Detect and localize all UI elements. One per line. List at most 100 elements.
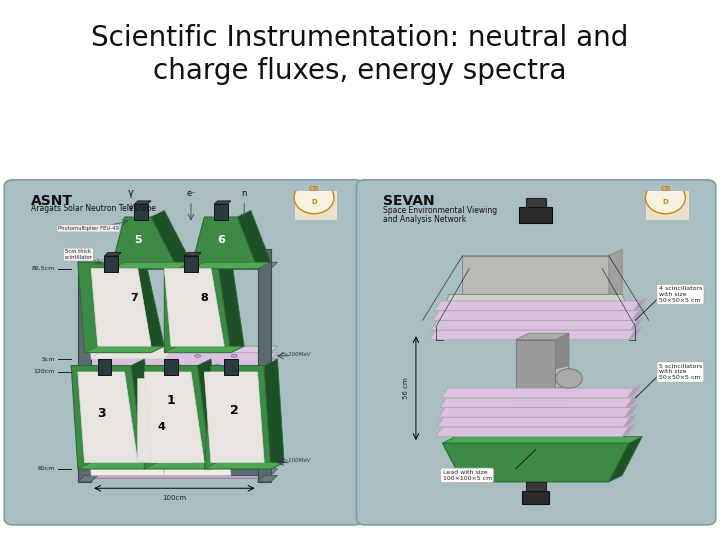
- Ellipse shape: [135, 364, 140, 367]
- Polygon shape: [626, 395, 639, 408]
- Text: SEVAN: SEVAN: [382, 194, 434, 208]
- Polygon shape: [84, 433, 98, 472]
- Polygon shape: [438, 408, 631, 417]
- Polygon shape: [78, 469, 271, 475]
- Polygon shape: [145, 366, 211, 469]
- Text: n: n: [241, 189, 247, 198]
- Text: e⁻: e⁻: [186, 189, 196, 198]
- Polygon shape: [78, 262, 277, 269]
- Ellipse shape: [114, 438, 121, 441]
- Text: CR: CR: [660, 186, 670, 192]
- Polygon shape: [215, 201, 231, 204]
- Polygon shape: [441, 388, 634, 398]
- Polygon shape: [264, 430, 277, 478]
- Polygon shape: [625, 404, 638, 417]
- Text: Scientific Instrumentation: neutral and: Scientific Instrumentation: neutral and: [91, 24, 629, 52]
- Bar: [645, 178, 689, 220]
- Text: E>100MeV: E>100MeV: [281, 458, 311, 463]
- Polygon shape: [84, 430, 277, 443]
- Polygon shape: [78, 262, 151, 353]
- Text: 8: 8: [200, 293, 208, 303]
- Ellipse shape: [211, 448, 217, 451]
- Ellipse shape: [154, 438, 161, 441]
- Text: Aragats Solar Neutron Telescope: Aragats Solar Neutron Telescope: [31, 204, 156, 213]
- Text: 7: 7: [130, 293, 138, 303]
- Polygon shape: [164, 269, 224, 346]
- Text: 60cm: 60cm: [37, 467, 55, 471]
- Ellipse shape: [194, 354, 201, 357]
- Polygon shape: [609, 249, 622, 301]
- Polygon shape: [622, 424, 636, 436]
- Text: 2: 2: [230, 404, 238, 417]
- Polygon shape: [91, 346, 178, 359]
- Text: Photomultiplier FEU-49: Photomultiplier FEU-49: [58, 226, 119, 231]
- Polygon shape: [433, 310, 639, 320]
- Polygon shape: [145, 372, 204, 475]
- Polygon shape: [462, 256, 609, 269]
- Polygon shape: [204, 462, 284, 469]
- Polygon shape: [84, 459, 277, 472]
- Text: 4: 4: [157, 422, 165, 432]
- Ellipse shape: [131, 448, 138, 451]
- Polygon shape: [78, 372, 138, 462]
- Polygon shape: [516, 340, 556, 417]
- Text: γ: γ: [128, 188, 134, 198]
- Polygon shape: [98, 359, 111, 375]
- Polygon shape: [164, 262, 231, 353]
- Ellipse shape: [194, 438, 201, 441]
- Polygon shape: [84, 346, 277, 359]
- Text: 100cm: 100cm: [162, 495, 186, 501]
- Polygon shape: [184, 253, 201, 256]
- Text: E>200MeV: E>200MeV: [281, 352, 311, 357]
- Text: and Analysis Network: and Analysis Network: [382, 215, 466, 225]
- Polygon shape: [436, 427, 629, 436]
- Text: 4 scincillators
with size
50×50×5 cm: 4 scincillators with size 50×50×5 cm: [659, 286, 702, 303]
- Polygon shape: [526, 198, 546, 211]
- Text: 5 scincillators
with size
50×50×5 cm: 5 scincillators with size 50×50×5 cm: [659, 364, 702, 380]
- Polygon shape: [523, 491, 549, 504]
- Polygon shape: [436, 294, 636, 327]
- Polygon shape: [204, 372, 264, 462]
- Polygon shape: [629, 327, 642, 340]
- Ellipse shape: [645, 181, 685, 214]
- Text: 120cm: 120cm: [33, 369, 55, 375]
- Text: 5: 5: [134, 235, 142, 245]
- Polygon shape: [78, 262, 271, 269]
- Polygon shape: [104, 253, 121, 256]
- Text: 3: 3: [97, 407, 105, 420]
- Text: CR: CR: [309, 186, 319, 192]
- Polygon shape: [440, 398, 633, 408]
- Polygon shape: [462, 256, 609, 301]
- Polygon shape: [437, 417, 630, 427]
- Polygon shape: [264, 359, 284, 469]
- Polygon shape: [197, 359, 224, 469]
- Polygon shape: [151, 211, 191, 269]
- Polygon shape: [78, 475, 98, 482]
- Polygon shape: [78, 469, 277, 475]
- Bar: [294, 178, 338, 220]
- Ellipse shape: [215, 364, 220, 367]
- Polygon shape: [78, 249, 91, 482]
- Polygon shape: [145, 372, 204, 462]
- Polygon shape: [91, 259, 264, 269]
- Polygon shape: [164, 372, 231, 475]
- Polygon shape: [628, 385, 641, 398]
- Polygon shape: [104, 256, 118, 272]
- Polygon shape: [78, 366, 271, 372]
- Polygon shape: [434, 301, 641, 310]
- Polygon shape: [131, 256, 164, 353]
- Polygon shape: [634, 298, 647, 310]
- Polygon shape: [624, 414, 636, 427]
- Text: D: D: [311, 199, 317, 205]
- Polygon shape: [431, 320, 637, 330]
- Polygon shape: [84, 269, 164, 359]
- Polygon shape: [609, 436, 642, 482]
- Polygon shape: [135, 201, 151, 204]
- Polygon shape: [516, 333, 569, 340]
- Ellipse shape: [171, 448, 178, 451]
- Ellipse shape: [294, 181, 334, 214]
- Text: 5cm thick
scintillator: 5cm thick scintillator: [65, 249, 92, 260]
- Text: 86,5cm: 86,5cm: [32, 266, 55, 271]
- Polygon shape: [184, 256, 197, 272]
- Polygon shape: [84, 346, 98, 372]
